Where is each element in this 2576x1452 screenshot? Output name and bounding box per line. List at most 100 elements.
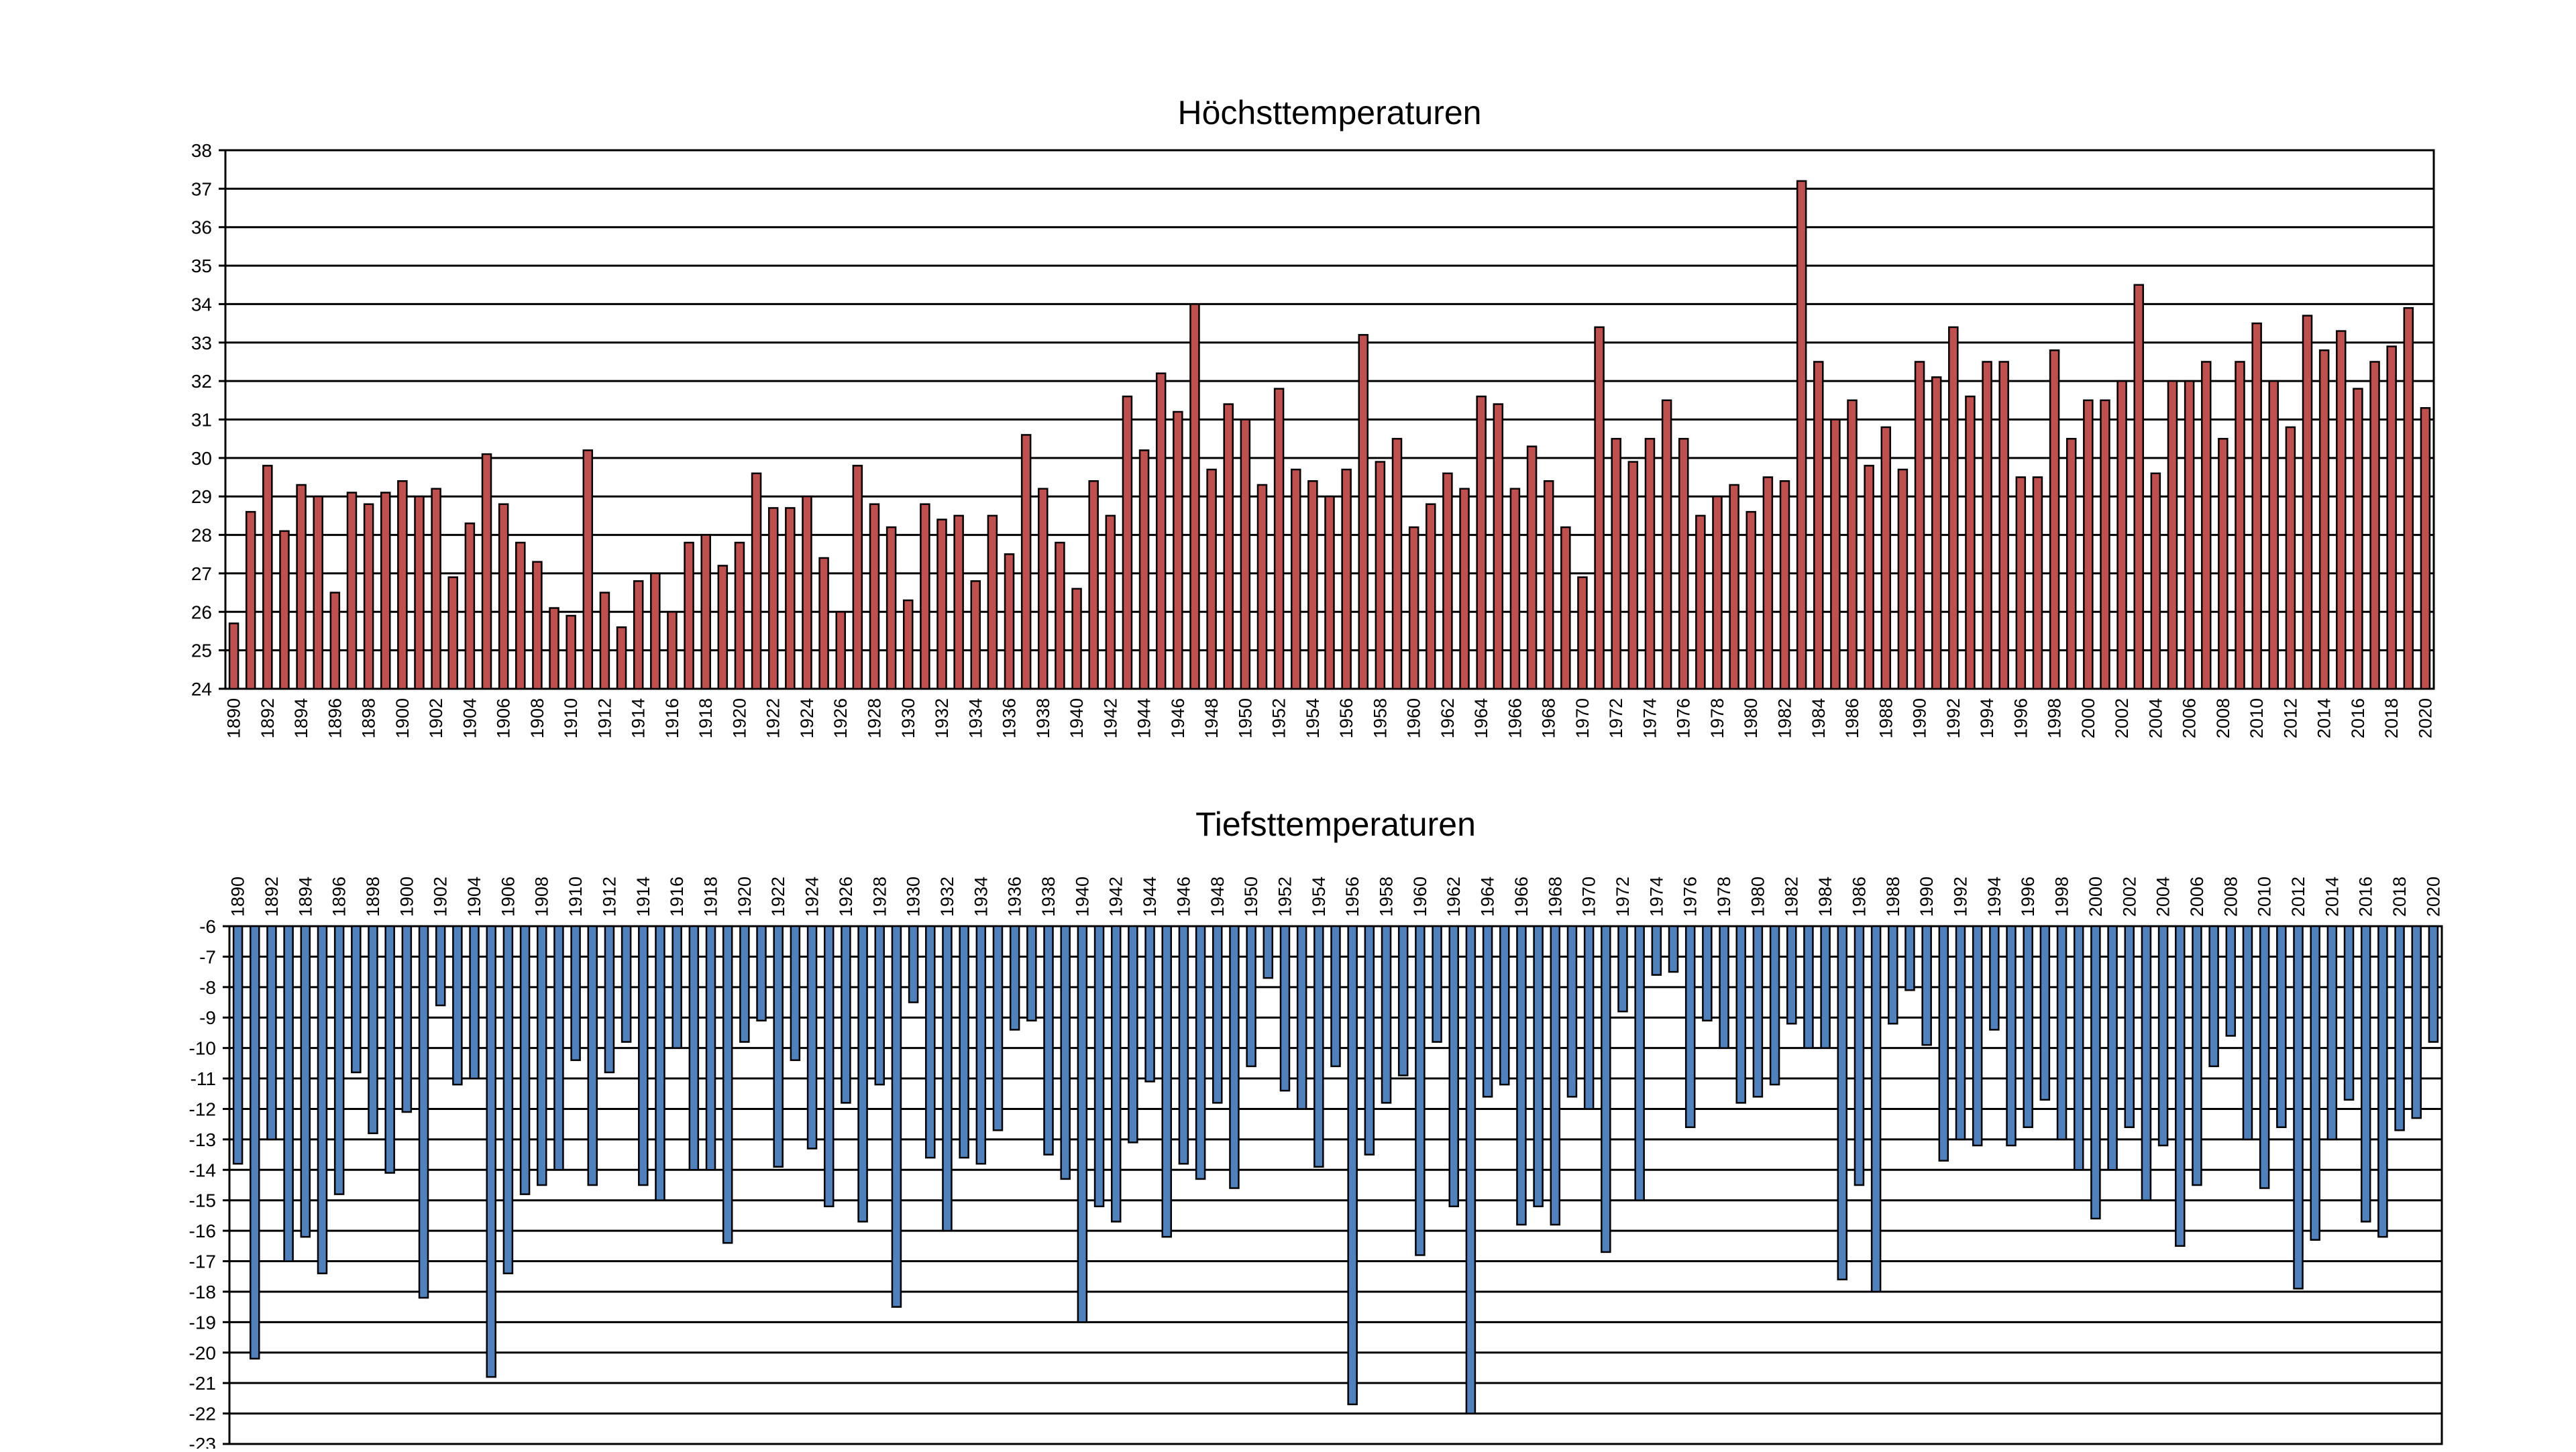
bar-2006 <box>2184 380 2195 690</box>
x-tick-label: 1918 <box>696 698 716 738</box>
bar-1999 <box>2065 437 2077 690</box>
bar-1959 <box>1397 925 1409 1076</box>
bar-1978 <box>1719 925 1729 1049</box>
bar-1961 <box>1426 503 1436 690</box>
bar-2009 <box>2235 361 2245 690</box>
bar-2013 <box>2310 925 2320 1241</box>
y-tick-label: -20 <box>189 1343 216 1363</box>
bar-1953 <box>1296 925 1307 1110</box>
bar-2011 <box>2268 380 2279 690</box>
bar-1992 <box>1955 925 1966 1141</box>
bar-1945 <box>1161 925 1172 1238</box>
bar-1954 <box>1307 480 1318 690</box>
y-tick-label: 35 <box>191 256 212 276</box>
bar-1937 <box>1020 434 1032 690</box>
bar-1977 <box>1695 514 1706 690</box>
bar-1910 <box>570 925 581 1062</box>
bar-1895 <box>317 925 328 1274</box>
bar-1931 <box>920 503 930 690</box>
y-tick-label: -15 <box>189 1190 216 1211</box>
bar-1979 <box>1735 925 1746 1104</box>
x-tick-label: 1998 <box>2045 698 2065 738</box>
bar-2009 <box>2242 925 2253 1141</box>
bar-2001 <box>2107 925 2118 1171</box>
x-tick-label: 1894 <box>295 877 315 917</box>
x-tick-label: 1976 <box>1680 877 1701 917</box>
bar-2003 <box>2133 284 2144 690</box>
x-tick-label: 1938 <box>1038 877 1059 917</box>
x-tick-label: 1924 <box>802 877 822 917</box>
bar-1924 <box>802 495 812 690</box>
x-tick-label: 1890 <box>228 877 248 917</box>
x-tick-label: 1912 <box>599 877 619 917</box>
bar-1950 <box>1246 925 1256 1068</box>
bar-2000 <box>2083 399 2094 690</box>
bar-1936 <box>1004 553 1015 690</box>
x-tick-label: 1970 <box>1579 877 1599 917</box>
bar-2016 <box>2360 925 2371 1223</box>
bar-1994 <box>1982 361 1992 690</box>
bar-1980 <box>1746 510 1756 690</box>
x-tick-label: 1974 <box>1646 877 1666 917</box>
bar-1925 <box>818 557 829 690</box>
bar-1920 <box>739 925 750 1043</box>
x-tick-label: 1980 <box>1741 698 1761 738</box>
y-tick-label: -13 <box>189 1129 216 1150</box>
x-tick-label: 1956 <box>1336 698 1356 738</box>
y-tick-label: -22 <box>189 1404 216 1425</box>
x-tick-label: 1916 <box>667 877 687 917</box>
bar-1946 <box>1173 410 1183 690</box>
bar-1968 <box>1550 925 1561 1226</box>
x-tick-label: 1932 <box>932 698 952 738</box>
bar-1976 <box>1684 925 1696 1128</box>
bar-1991 <box>1938 925 1949 1162</box>
bar-1915 <box>650 572 661 690</box>
bar-2013 <box>2302 315 2313 690</box>
bar-1932 <box>942 925 953 1232</box>
bar-1964 <box>1482 925 1493 1098</box>
bar-1984 <box>1820 925 1831 1049</box>
bar-1963 <box>1465 925 1477 1414</box>
x-tick-label: 1928 <box>869 877 890 917</box>
bar-1918 <box>700 534 711 690</box>
y-tick-label: -9 <box>199 1007 216 1028</box>
bar-1930 <box>903 599 914 690</box>
bar-1942 <box>1105 514 1116 690</box>
x-tick-label: 1952 <box>1269 698 1289 738</box>
x-tick-label: 1948 <box>1201 698 1222 738</box>
bar-1926 <box>841 925 851 1104</box>
bar-1906 <box>502 925 514 1274</box>
bar-1976 <box>1678 437 1689 690</box>
bar-1983 <box>1796 180 1807 690</box>
x-tick-label: 2020 <box>2423 877 2443 917</box>
bar-1980 <box>1752 925 1764 1098</box>
x-tick-label: 2008 <box>2220 877 2241 917</box>
x-tick-label: 1926 <box>830 698 851 738</box>
y-tick-label: 30 <box>191 448 212 469</box>
bar-2010 <box>2259 925 2270 1189</box>
bar-1930 <box>908 925 919 1003</box>
bar-2015 <box>2343 925 2355 1101</box>
bar-1909 <box>549 607 559 690</box>
x-tick-label: 2008 <box>2213 698 2233 738</box>
x-tick-label: 2002 <box>2119 877 2139 917</box>
bar-1949 <box>1223 403 1234 690</box>
bar-1957 <box>1364 925 1375 1156</box>
bar-1941 <box>1093 925 1105 1208</box>
bar-1918 <box>705 925 716 1171</box>
x-tick-label: 2018 <box>2381 698 2402 738</box>
x-tick-label: 1910 <box>566 877 586 917</box>
bar-1923 <box>790 925 801 1062</box>
y-tick-label: 29 <box>191 486 212 507</box>
y-tick-label: 28 <box>191 525 212 546</box>
bar-1989 <box>1904 925 1915 991</box>
x-tick-label: 2004 <box>2153 877 2174 917</box>
bar-1961 <box>1432 925 1442 1043</box>
bar-1977 <box>1702 925 1713 1022</box>
x-tick-label: 1926 <box>836 877 856 917</box>
bar-1916 <box>667 611 678 690</box>
y-tick-label: 36 <box>191 217 212 238</box>
x-tick-label: 2004 <box>2145 698 2165 738</box>
bar-1901 <box>414 495 425 690</box>
